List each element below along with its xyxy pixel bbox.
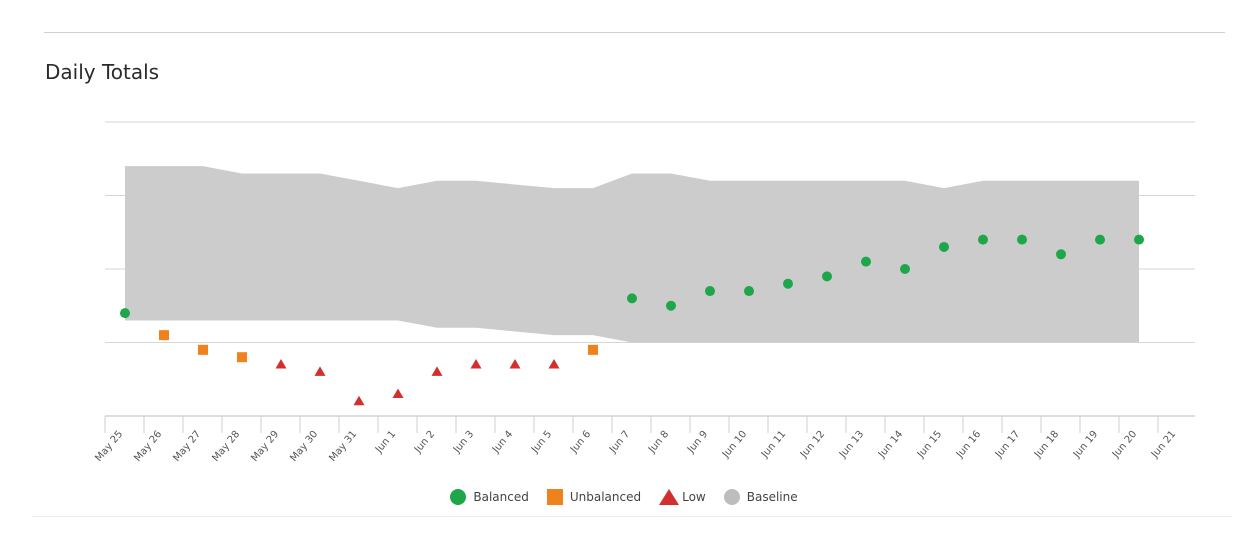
unbalanced-point: [588, 344, 598, 355]
x-tick-label: May 31: [327, 429, 359, 464]
balanced-point: [978, 234, 988, 245]
x-tick-label: Jun 14: [876, 429, 905, 461]
legend-label-low: Low: [682, 490, 706, 504]
legend-swatch-baseline: [723, 489, 740, 505]
balanced-point: [120, 308, 130, 319]
x-tick-label: Jun 3: [451, 429, 476, 456]
balanced-point: [666, 300, 676, 311]
legend-item-balanced[interactable]: Balanced: [450, 489, 529, 505]
low-point: [353, 395, 365, 406]
balanced-point: [1134, 234, 1144, 245]
x-tick-label: May 29: [249, 429, 281, 464]
balanced-point: [627, 293, 637, 304]
x-tick-label: Jun 12: [798, 429, 827, 461]
x-tick-label: Jun 6: [568, 429, 593, 456]
x-tick-label: Jun 16: [954, 429, 983, 461]
x-tick-label: Jun 1: [373, 429, 398, 456]
balanced-point: [1056, 249, 1066, 260]
x-tick-label: Jun 17: [993, 429, 1022, 461]
balanced-point: [861, 256, 871, 267]
x-tick-label: May 25: [93, 429, 125, 464]
x-tick-label: Jun 11: [759, 429, 788, 461]
legend-label-balanced: Balanced: [473, 490, 529, 504]
x-tick-label: Jun 8: [646, 429, 671, 456]
x-axis: May 25 May 26 May 27 May 28 May 29 May 30 May …: [93, 415, 1195, 464]
x-tick-label: Jun 19: [1071, 429, 1100, 461]
x-tick-label: Jun 5: [529, 429, 554, 456]
x-tick-label: May 27: [171, 429, 203, 464]
low-point: [275, 359, 287, 369]
unbalanced-point: [198, 344, 208, 355]
x-tick-label: Jun 21: [1149, 429, 1178, 461]
x-tick-label: Jun 20: [1110, 429, 1139, 461]
legend-item-baseline[interactable]: Baseline: [723, 489, 798, 505]
low-point: [509, 359, 521, 369]
balanced-point: [744, 286, 754, 297]
low-point: [314, 366, 326, 376]
legend-label-unbalanced: Unbalanced: [569, 490, 642, 504]
balanced-point: [822, 271, 832, 282]
unbalanced-point: [159, 330, 169, 341]
baseline-band: [125, 166, 1139, 343]
balanced-point: [705, 286, 715, 297]
x-tick-label: Jun 18: [1032, 429, 1061, 461]
legend-swatch-unbalanced: [546, 489, 563, 505]
balanced-point: [939, 241, 949, 252]
low-point: [470, 359, 482, 369]
low-point: [548, 359, 560, 369]
x-tick-label: May 30: [288, 429, 320, 464]
legend-swatch-low: [659, 489, 680, 505]
legend-item-low[interactable]: Low: [659, 489, 706, 505]
panel-title: Daily Totals: [45, 60, 160, 84]
balanced-point: [1095, 234, 1105, 245]
chart-legend: Balanced Unbalanced Low Baseline: [0, 489, 1248, 505]
x-tick-label: Jun 13: [837, 429, 866, 461]
data-points: [120, 234, 1144, 406]
unbalanced-point: [237, 352, 247, 363]
low-point: [392, 388, 404, 398]
legend-swatch-balanced: [450, 489, 467, 505]
balanced-point: [783, 278, 793, 289]
top-divider: [44, 32, 1225, 33]
x-tick-label: Jun 7: [607, 429, 632, 456]
x-tick-label: Jun 2: [412, 429, 437, 456]
x-tick-label: Jun 10: [720, 429, 749, 461]
legend-label-baseline: Baseline: [746, 490, 798, 504]
balanced-point: [1017, 234, 1027, 245]
x-tick-label: Jun 15: [915, 429, 944, 461]
x-tick-label: Jun 4: [490, 429, 515, 456]
x-tick-label: Jun 9: [685, 429, 710, 456]
legend-item-unbalanced[interactable]: Unbalanced: [546, 489, 642, 505]
x-tick-label: May 26: [132, 429, 164, 464]
bottom-divider: [32, 516, 1232, 517]
low-point: [431, 366, 443, 376]
balanced-point: [900, 264, 910, 274]
x-tick-label: May 28: [210, 429, 242, 464]
